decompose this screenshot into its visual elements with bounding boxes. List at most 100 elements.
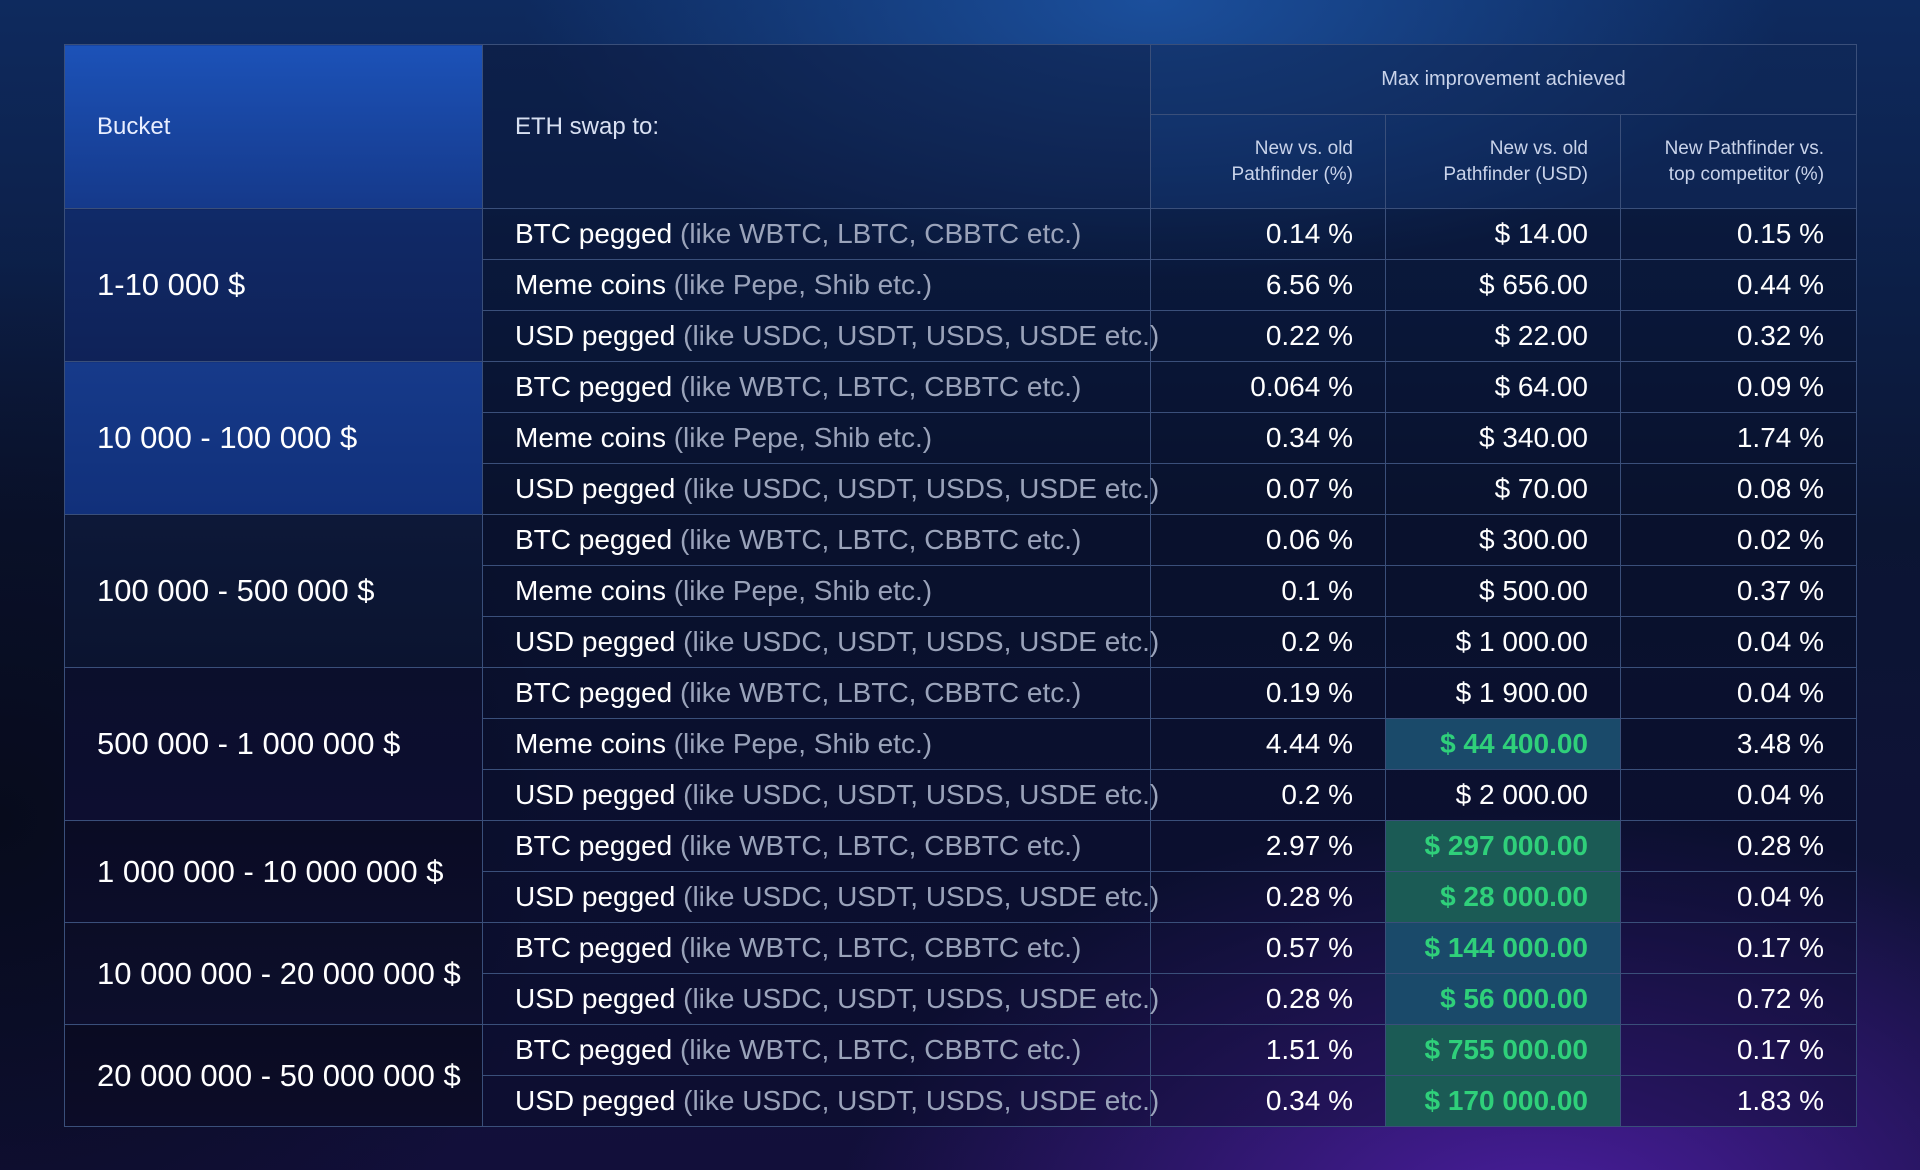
- value-comp: 0.04 %: [1619, 871, 1858, 923]
- value-comp: 0.17 %: [1619, 922, 1858, 974]
- value-pct: 0.2 %: [1150, 616, 1386, 668]
- asset-meme: Meme coins (like Pepe, Shib etc.): [482, 718, 1151, 770]
- header-max-improvement: Max improvement achieved: [1149, 44, 1858, 115]
- value-pct: 0.28 %: [1150, 871, 1386, 923]
- header-usd-old-pathfinder: New vs. old Pathfinder (USD): [1385, 114, 1621, 209]
- asset-usd: USD pegged (like USDC, USDT, USDS, USDE …: [482, 769, 1159, 821]
- asset-btc: BTC pegged (like WBTC, LBTC, CBBTC etc.): [482, 1024, 1151, 1076]
- asset-hint: (like USDC, USDT, USDS, USDE etc.): [683, 320, 1160, 351]
- value-comp: 0.32 %: [1619, 310, 1858, 362]
- table-row: 1 000 000 - 10 000 000 $ BTC pegged (lik…: [64, 820, 1858, 923]
- value-pct: 0.2 %: [1150, 769, 1386, 821]
- asset-main: BTC pegged: [515, 371, 673, 402]
- value-usd: $ 2 000.00: [1385, 769, 1621, 821]
- value-usd-highlighted: $ 755 000.00: [1385, 1024, 1621, 1076]
- asset-hint: (like WBTC, LBTC, CBBTC etc.): [680, 830, 1082, 861]
- value-pct: 0.57 %: [1150, 922, 1386, 974]
- asset-hint: (like WBTC, LBTC, CBBTC etc.): [680, 1034, 1082, 1065]
- value-comp: 0.37 %: [1619, 565, 1858, 617]
- bucket-label: 1 000 000 - 10 000 000 $: [64, 820, 483, 923]
- value-usd-highlighted: $ 28 000.00: [1385, 871, 1621, 923]
- bucket-label: 500 000 - 1 000 000 $: [64, 667, 483, 821]
- asset-btc: BTC pegged (like WBTC, LBTC, CBBTC etc.): [482, 667, 1151, 719]
- table-row: USD pegged (like USDC, USDT, USDS, USDE …: [65, 871, 1858, 923]
- value-usd-highlighted: $ 56 000.00: [1385, 973, 1621, 1025]
- table-row: 10 000 000 - 20 000 000 $ BTC pegged (li…: [64, 922, 1858, 1025]
- comparison-table: Bucket ETH swap to: Max improvement achi…: [64, 44, 1858, 1127]
- value-pct: 0.064 %: [1150, 361, 1386, 413]
- asset-main: BTC pegged: [515, 677, 673, 708]
- asset-hint: (like USDC, USDT, USDS, USDE etc.): [683, 983, 1160, 1014]
- table-row: USD pegged (like USDC, USDT, USDS, USDE …: [65, 310, 1858, 362]
- header-comp-line1: New Pathfinder vs.: [1664, 137, 1825, 159]
- comparison-table-container: Bucket ETH swap to: Max improvement achi…: [64, 44, 1858, 1127]
- value-comp: 0.04 %: [1619, 616, 1858, 668]
- asset-hint: (like Pepe, Shib etc.): [673, 575, 933, 606]
- bucket-label: 20 000 000 - 50 000 000 $: [64, 1024, 483, 1127]
- asset-main: Meme coins: [515, 269, 666, 300]
- table-row: 500 000 - 1 000 000 $ BTC pegged (like W…: [64, 667, 1858, 821]
- bucket-label: 100 000 - 500 000 $: [64, 514, 483, 668]
- asset-usd: USD pegged (like USDC, USDT, USDS, USDE …: [482, 871, 1159, 923]
- header-pct-line1: New vs. old: [1254, 137, 1353, 159]
- header-swap-to: ETH swap to:: [482, 44, 1151, 209]
- table-row: USD pegged (like USDC, USDT, USDS, USDE …: [65, 769, 1858, 821]
- asset-hint: (like WBTC, LBTC, CBBTC etc.): [680, 677, 1082, 708]
- asset-main: Meme coins: [515, 575, 666, 606]
- value-pct: 1.51 %: [1150, 1024, 1386, 1076]
- asset-usd: USD pegged (like USDC, USDT, USDS, USDE …: [482, 310, 1159, 362]
- value-usd-highlighted: $ 144 000.00: [1385, 922, 1621, 974]
- asset-hint: (like Pepe, Shib etc.): [673, 422, 933, 453]
- value-pct: 6.56 %: [1150, 259, 1386, 311]
- value-usd: $ 340.00: [1385, 412, 1621, 464]
- value-pct: 0.1 %: [1150, 565, 1386, 617]
- value-pct: 0.34 %: [1150, 1075, 1386, 1127]
- asset-main: USD pegged: [515, 320, 676, 351]
- bucket-label: 10 000 000 - 20 000 000 $: [64, 922, 483, 1025]
- header-comp-line2: top competitor (%): [1668, 163, 1825, 185]
- asset-hint: (like WBTC, LBTC, CBBTC etc.): [680, 932, 1082, 963]
- asset-hint: (like USDC, USDT, USDS, USDE etc.): [683, 881, 1160, 912]
- bucket-label: 10 000 - 100 000 $: [64, 361, 483, 515]
- asset-btc: BTC pegged (like WBTC, LBTC, CBBTC etc.): [482, 361, 1151, 413]
- value-usd: $ 1 900.00: [1385, 667, 1621, 719]
- table-row: 100 000 - 500 000 $ BTC pegged (like WBT…: [64, 514, 1858, 668]
- asset-meme: Meme coins (like Pepe, Shib etc.): [482, 565, 1151, 617]
- table-row: 1-10 000 $ BTC pegged (like WBTC, LBTC, …: [64, 208, 1858, 362]
- value-pct: 0.28 %: [1150, 973, 1386, 1025]
- value-comp: 0.09 %: [1619, 361, 1858, 413]
- value-pct: 0.07 %: [1150, 463, 1386, 515]
- value-pct: 0.34 %: [1150, 412, 1386, 464]
- asset-hint: (like USDC, USDT, USDS, USDE etc.): [683, 1085, 1160, 1116]
- value-pct: 0.14 %: [1150, 208, 1386, 260]
- asset-main: USD pegged: [515, 473, 676, 504]
- asset-main: BTC pegged: [515, 932, 673, 963]
- asset-main: USD pegged: [515, 626, 676, 657]
- asset-btc: BTC pegged (like WBTC, LBTC, CBBTC etc.): [482, 514, 1151, 566]
- asset-meme: Meme coins (like Pepe, Shib etc.): [482, 412, 1151, 464]
- value-comp: 0.28 %: [1619, 820, 1858, 872]
- asset-hint: (like USDC, USDT, USDS, USDE etc.): [683, 473, 1160, 504]
- table-row: Meme coins (like Pepe, Shib etc.) 0.1 % …: [65, 565, 1858, 617]
- asset-hint: (like Pepe, Shib etc.): [673, 728, 933, 759]
- value-usd: $ 300.00: [1385, 514, 1621, 566]
- header-bucket: Bucket: [64, 44, 483, 209]
- value-usd: $ 70.00: [1385, 463, 1621, 515]
- value-usd: $ 22.00: [1385, 310, 1621, 362]
- asset-btc: BTC pegged (like WBTC, LBTC, CBBTC etc.): [482, 922, 1151, 974]
- header-pct-line2: Pathfinder (%): [1231, 163, 1353, 185]
- header-usd-line2: Pathfinder (USD): [1443, 163, 1588, 185]
- value-comp: 1.74 %: [1619, 412, 1858, 464]
- value-pct: 0.19 %: [1150, 667, 1386, 719]
- value-usd: $ 64.00: [1385, 361, 1621, 413]
- value-usd: $ 1 000.00: [1385, 616, 1621, 668]
- value-pct: 0.06 %: [1150, 514, 1386, 566]
- asset-hint: (like Pepe, Shib etc.): [673, 269, 933, 300]
- value-comp: 0.17 %: [1619, 1024, 1858, 1076]
- value-comp: 1.83 %: [1619, 1075, 1858, 1127]
- value-pct: 0.22 %: [1150, 310, 1386, 362]
- table-row: 20 000 000 - 50 000 000 $ BTC pegged (li…: [64, 1024, 1858, 1127]
- asset-main: USD pegged: [515, 983, 676, 1014]
- table-row: USD pegged (like USDC, USDT, USDS, USDE …: [65, 463, 1858, 515]
- header-pct-competitor: New Pathfinder vs. top competitor (%): [1619, 114, 1858, 209]
